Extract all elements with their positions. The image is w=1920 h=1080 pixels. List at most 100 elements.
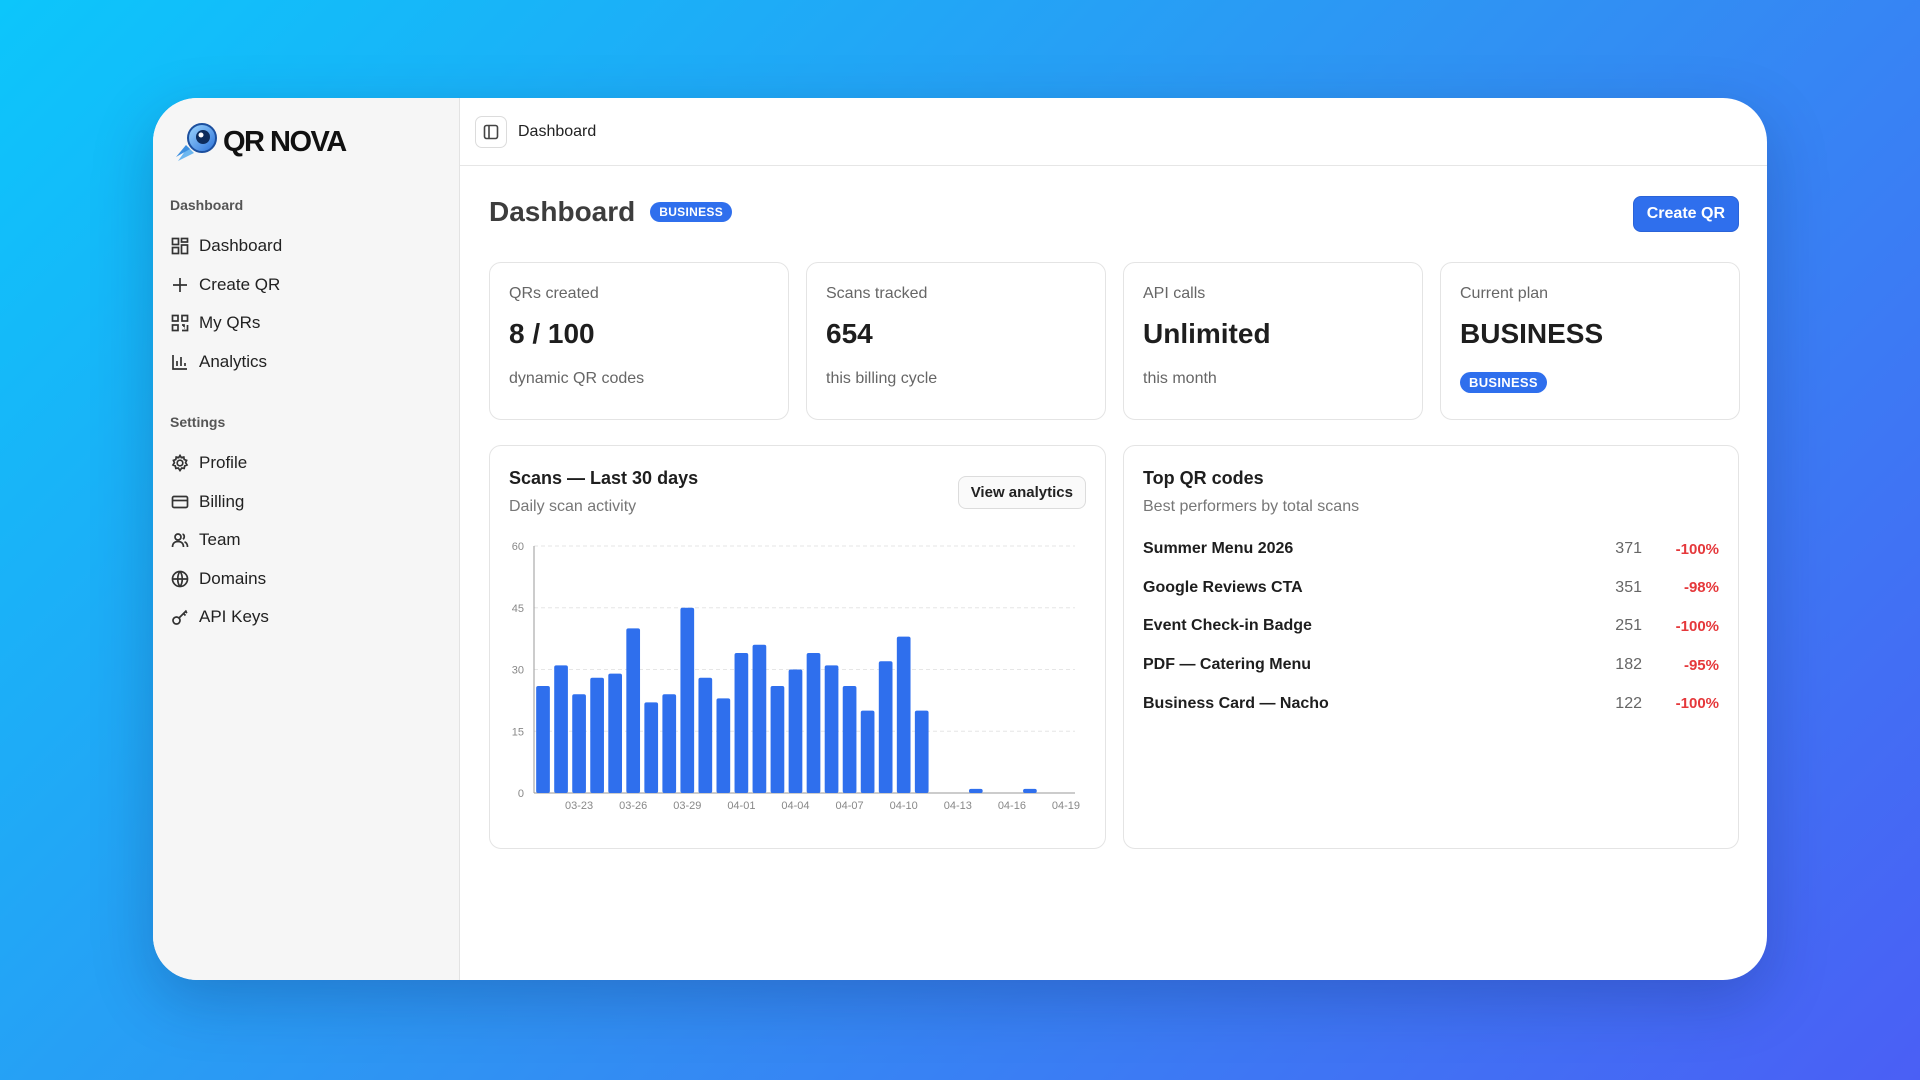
scan-count: 182 [1615,656,1642,674]
stat-value: Unlimited [1143,318,1271,349]
chart-bar[interactable] [806,653,821,793]
sidebar-item-my-qrs[interactable]: My QRs [170,304,459,343]
x-tick-label: 04-16 [998,800,1026,812]
list-item[interactable]: Summer Menu 2026 371 -100% [1143,530,1719,569]
section-title-settings: Settings [170,414,226,430]
sidebar-item-team[interactable]: Team [170,521,459,560]
stat-sub: this billing cycle [826,370,938,387]
sidebar-item-billing[interactable]: Billing [170,483,459,522]
dashboard-icon [170,236,190,256]
qr-name: Google Reviews CTA [1143,578,1303,596]
qr-name: Summer Menu 2026 [1143,540,1294,558]
chart-bar[interactable] [752,644,767,793]
chart-bar[interactable] [626,628,641,793]
x-tick-label: 04-13 [944,800,972,812]
stat-value: 654 [826,318,873,349]
sidebar-item-profile[interactable]: Profile [170,444,459,483]
section-title-dashboard: Dashboard [170,197,244,213]
sidebar-item-api-keys[interactable]: API Keys [170,598,459,637]
sidebar-item-label: Domains [199,568,267,588]
stat-label: Scans tracked [826,285,928,302]
card-subtitle: Daily scan activity [509,498,637,515]
chart-bar[interactable] [968,788,983,793]
sidebar-item-create-qr[interactable]: Create QR [170,266,459,305]
plus-icon [170,275,190,295]
top-qr-codes-card: Top QR codes Best performers by total sc… [1123,445,1739,849]
stat-card-api-calls: API calls Unlimited this month [1123,262,1423,420]
stat-sub: dynamic QR codes [509,370,645,387]
chart-bar[interactable] [572,694,586,793]
credit-card-icon [170,492,190,512]
x-tick-label: 03-26 [619,800,647,812]
stat-card-current-plan: Current plan BUSINESS BUSINESS [1440,262,1740,420]
list-item[interactable]: Google Reviews CTA 351 -98% [1143,569,1719,608]
logo[interactable]: QR NOVA [174,116,459,168]
chart-bar[interactable] [698,677,713,793]
stat-card-scans-tracked: Scans tracked 654 this billing cycle [806,262,1106,420]
list-item[interactable]: PDF — Catering Menu 182 -95% [1143,646,1719,685]
chart-bar[interactable] [644,702,659,793]
chart-bar[interactable] [680,607,695,793]
scan-count: 122 [1615,694,1642,712]
chart-bar[interactable] [860,710,875,793]
sidebar-item-dashboard[interactable]: Dashboard [170,227,459,266]
chart-bar[interactable] [842,685,857,793]
scans-bar-chart: 0 15 30 45 60 03-23 03-26 03-29 04-01 04-04 04-07 0… [512,541,1080,812]
stat-label: Current plan [1460,285,1549,302]
plan-badge: BUSINESS [650,202,732,222]
chart-bar[interactable] [824,665,839,793]
x-tick-label: 04-10 [890,800,918,812]
sidebar-item-analytics[interactable]: Analytics [170,343,459,382]
stat-label: QRs created [509,285,599,302]
qr-name: PDF — Catering Menu [1143,656,1312,674]
bar-chart-icon [170,352,190,372]
sidebar-item-domains[interactable]: Domains [170,560,459,599]
chart-bar[interactable] [608,673,623,793]
chart-bar[interactable] [914,710,929,793]
app-window: QR NOVA Dashboard Dashboard Create QR My… [153,98,1767,980]
x-tick-label: 04-01 [727,800,755,812]
sidebar-item-label: Analytics [199,351,268,371]
card-title: Top QR codes [1143,468,1264,488]
y-tick-label: 30 [512,665,524,677]
list-item[interactable]: Event Check-in Badge 251 -100% [1143,607,1719,646]
page-title: Dashboard [489,196,636,227]
chart-bar[interactable] [788,669,803,794]
change-percent: -100% [1675,695,1719,713]
gear-icon [170,453,190,473]
chart-bar[interactable] [896,636,911,793]
chart-bar[interactable] [1023,788,1037,793]
scans-chart-card: Scans — Last 30 days Daily scan activity… [489,445,1106,849]
chart-bar[interactable] [662,694,677,793]
list-item[interactable]: Business Card — Nacho 122 -100% [1143,684,1719,723]
sidebar-toggle-button[interactable] [475,115,507,148]
x-tick-label: 04-04 [781,800,809,812]
sidebar: QR NOVA Dashboard Dashboard Create QR My… [153,98,460,980]
scan-count: 351 [1615,578,1642,596]
create-qr-button[interactable]: Create QR [1632,196,1739,232]
scan-count: 251 [1615,617,1642,635]
top-qr-list: Summer Menu 2026 371 -100% Google Reviews C… [1143,530,1719,723]
scan-count: 371 [1615,540,1642,558]
rocket-logo-icon [176,123,217,161]
chart-bar[interactable] [878,661,893,793]
y-tick-label: 15 [512,726,524,738]
chart-bar[interactable] [590,677,604,793]
chart-bar[interactable] [536,685,550,793]
stat-label: API calls [1143,285,1206,302]
card-subtitle: Best performers by total scans [1143,498,1360,515]
sidebar-item-label: Dashboard [199,236,283,256]
sidebar-item-label: Profile [199,453,248,473]
view-analytics-button[interactable]: View analytics [957,476,1086,509]
chart-bar[interactable] [716,698,731,793]
plan-badge: BUSINESS [1460,372,1547,393]
page-header: Dashboard BUSINESS [489,196,732,228]
chart-bar[interactable] [554,665,568,793]
chart-bar[interactable] [770,685,785,793]
x-tick-label: 04-07 [836,800,864,812]
y-tick-label: 45 [512,603,524,615]
x-tick-label: 04-19 [1052,800,1080,812]
x-tick-label: 03-23 [565,800,593,812]
chart-bar[interactable] [734,653,749,793]
stat-card-qrs-created: QRs created 8 / 100 dynamic QR codes [489,262,789,420]
